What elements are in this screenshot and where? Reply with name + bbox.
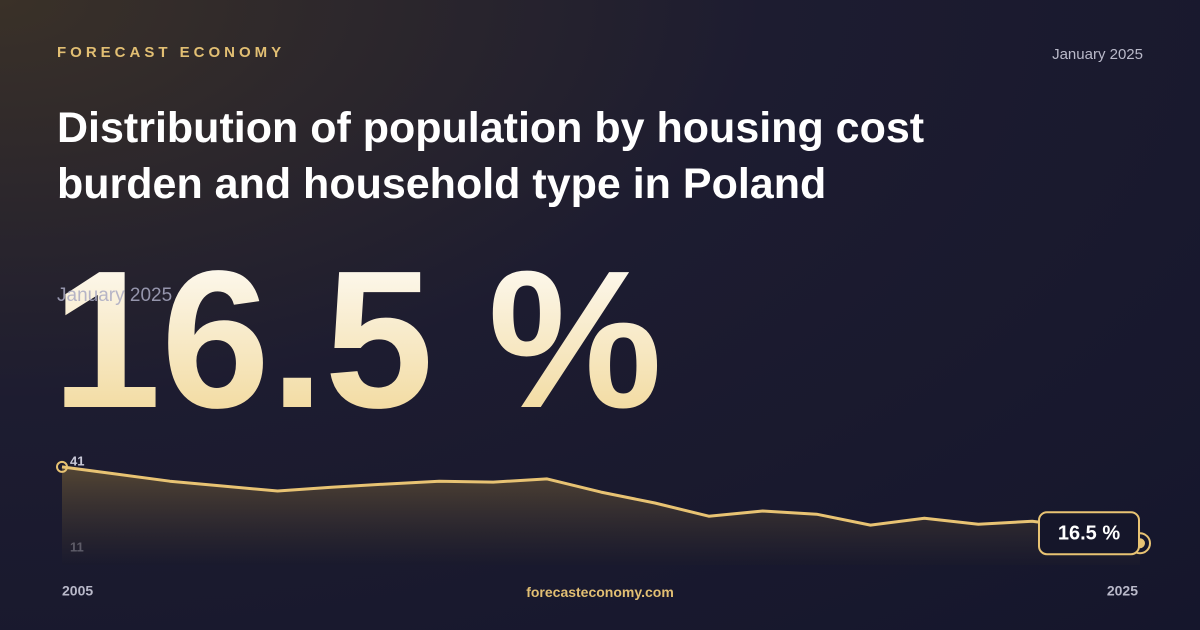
x-tick-label: 2005 <box>62 583 93 599</box>
start-marker <box>56 460 68 473</box>
headline-value: 16.5 % <box>52 230 662 449</box>
line <box>61 465 1141 534</box>
source: forecasteconomy.com <box>526 584 674 600</box>
chart-title: Distribution of population by housing co… <box>57 104 925 208</box>
date: January 2025 <box>1052 46 1143 63</box>
brand: FORECAST ECONOMY <box>57 44 286 61</box>
headline-date: January 2025 <box>57 285 172 306</box>
y-tick-label: 41 <box>70 453 84 468</box>
value-badge <box>1038 511 1140 556</box>
x-tick-label: 2025 <box>1107 583 1138 599</box>
value-label: 16.5 % <box>1058 523 1120 545</box>
area <box>62 466 1140 565</box>
